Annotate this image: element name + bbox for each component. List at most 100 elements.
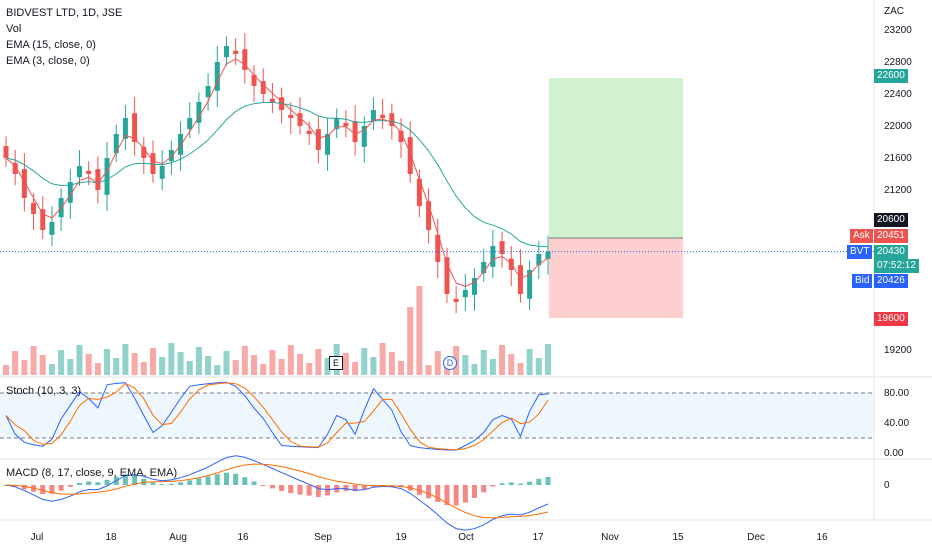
- macd-hist-33: [306, 485, 312, 496]
- time-tick-8: Nov: [601, 532, 619, 543]
- price-tick-6: 19200: [884, 345, 912, 356]
- macd-hist-56: [517, 483, 523, 485]
- time-tick-1: 18: [105, 532, 117, 543]
- candle-body-11: [104, 158, 110, 195]
- macd-hist-25: [233, 473, 239, 485]
- candle-body-48: [444, 257, 450, 294]
- candle-body-14: [132, 113, 138, 142]
- volume-bar-9: [85, 354, 92, 375]
- candle-body-24: [223, 46, 229, 58]
- volume-bar-10: [94, 363, 101, 375]
- candle-body-21: [196, 102, 202, 123]
- volume-bar-27: [251, 355, 258, 375]
- time-tick-10: Dec: [747, 532, 765, 543]
- time-tick-6: Oct: [458, 532, 474, 543]
- countdown-tag: 07:52:12: [874, 259, 919, 273]
- volume-bar-29: [269, 350, 276, 375]
- volume-bar-43: [398, 361, 405, 375]
- candle-body-57: [527, 270, 533, 299]
- earnings-marker[interactable]: E: [329, 356, 343, 370]
- volume-bar-35: [324, 358, 331, 375]
- volume-bar-31: [287, 345, 294, 375]
- candle-body-40: [370, 110, 376, 122]
- macd-hist-20: [187, 480, 193, 485]
- candle-body-41: [380, 114, 386, 118]
- candle-body-37: [343, 122, 349, 126]
- candle-body-42: [389, 113, 395, 126]
- candle-body-54: [499, 241, 505, 254]
- macd-hist-30: [279, 485, 285, 492]
- dividend-marker[interactable]: D: [443, 356, 457, 370]
- macd-hist-26: [242, 477, 248, 485]
- macd-hist-50: [462, 485, 468, 503]
- volume-bar-58: [535, 358, 542, 375]
- candle-body-25: [233, 50, 239, 54]
- volume-bar-41: [379, 343, 386, 375]
- candle-body-26: [242, 49, 248, 70]
- candle-body-5: [49, 222, 55, 235]
- volume-bar-40: [370, 357, 377, 375]
- volume-bar-38: [352, 362, 359, 375]
- macd-hist-58: [536, 478, 542, 485]
- target-price-tag: 22600: [874, 69, 908, 83]
- candle-body-52: [481, 262, 487, 274]
- vol-legend: Vol: [6, 23, 22, 35]
- volume-bar-12: [113, 358, 120, 375]
- volume-bar-19: [177, 352, 184, 375]
- price-tick-0: 23200: [884, 25, 912, 36]
- time-tick-3: 16: [237, 532, 249, 543]
- volume-bar-25: [232, 360, 239, 375]
- ema3-line: [5, 58, 549, 287]
- candle-body-51: [472, 278, 478, 295]
- candle-body-35: [325, 134, 331, 155]
- candle-body-58: [536, 254, 542, 266]
- candle-body-34: [315, 129, 321, 150]
- candle-body-59: [545, 251, 551, 259]
- volume-bar-11: [104, 349, 111, 375]
- macd-hist-24: [223, 472, 229, 485]
- volume-bar-22: [205, 356, 212, 375]
- macd-hist-52: [481, 485, 487, 493]
- price-tick-5: 21200: [884, 185, 912, 196]
- time-tick-7: 17: [532, 532, 544, 543]
- macd-hist-48: [444, 485, 450, 506]
- volume-bar-59: [545, 344, 551, 375]
- macd-hist-46: [426, 485, 432, 499]
- candle-body-45: [416, 178, 422, 206]
- candle-body-2: [21, 169, 27, 198]
- time-tick-5: 19: [395, 532, 407, 543]
- macd-hist-13: [122, 474, 128, 485]
- volume-bar-24: [223, 351, 230, 375]
- candle-body-19: [178, 134, 184, 155]
- volume-bar-47: [434, 351, 441, 375]
- volume-bar-23: [214, 365, 221, 375]
- candle-body-36: [334, 118, 340, 130]
- macd-hist-29: [269, 485, 275, 489]
- macd-hist-14: [132, 475, 138, 485]
- volume-bar-53: [489, 359, 496, 375]
- ask-price-tag: 20451: [874, 229, 908, 243]
- ema15-legend: EMA (15, close, 0): [6, 39, 96, 51]
- stop-price-tag: 19600: [874, 312, 908, 326]
- volume-bar-2: [21, 360, 28, 375]
- stoch-band: [0, 393, 874, 438]
- volume-bar-1: [12, 351, 19, 375]
- ask-label: Ask: [850, 229, 873, 243]
- price-tick-1: 22800: [884, 57, 912, 68]
- macd-hist-5: [49, 485, 55, 494]
- candle-body-50: [462, 290, 468, 298]
- volume-bar-26: [241, 346, 248, 375]
- macd-hist-51: [472, 485, 478, 498]
- macd-hist-35: [325, 485, 331, 496]
- candle-body-8: [76, 166, 82, 178]
- candle-body-27: [251, 74, 257, 86]
- volume-bar-8: [76, 345, 83, 375]
- macd-hist-8: [76, 482, 82, 485]
- macd-hist-28: [260, 485, 266, 486]
- candle-body-12: [113, 134, 119, 154]
- volume-bar-34: [315, 349, 322, 375]
- volume-bar-16: [149, 348, 156, 375]
- volume-bar-7: [67, 359, 74, 375]
- candle-body-49: [453, 298, 459, 302]
